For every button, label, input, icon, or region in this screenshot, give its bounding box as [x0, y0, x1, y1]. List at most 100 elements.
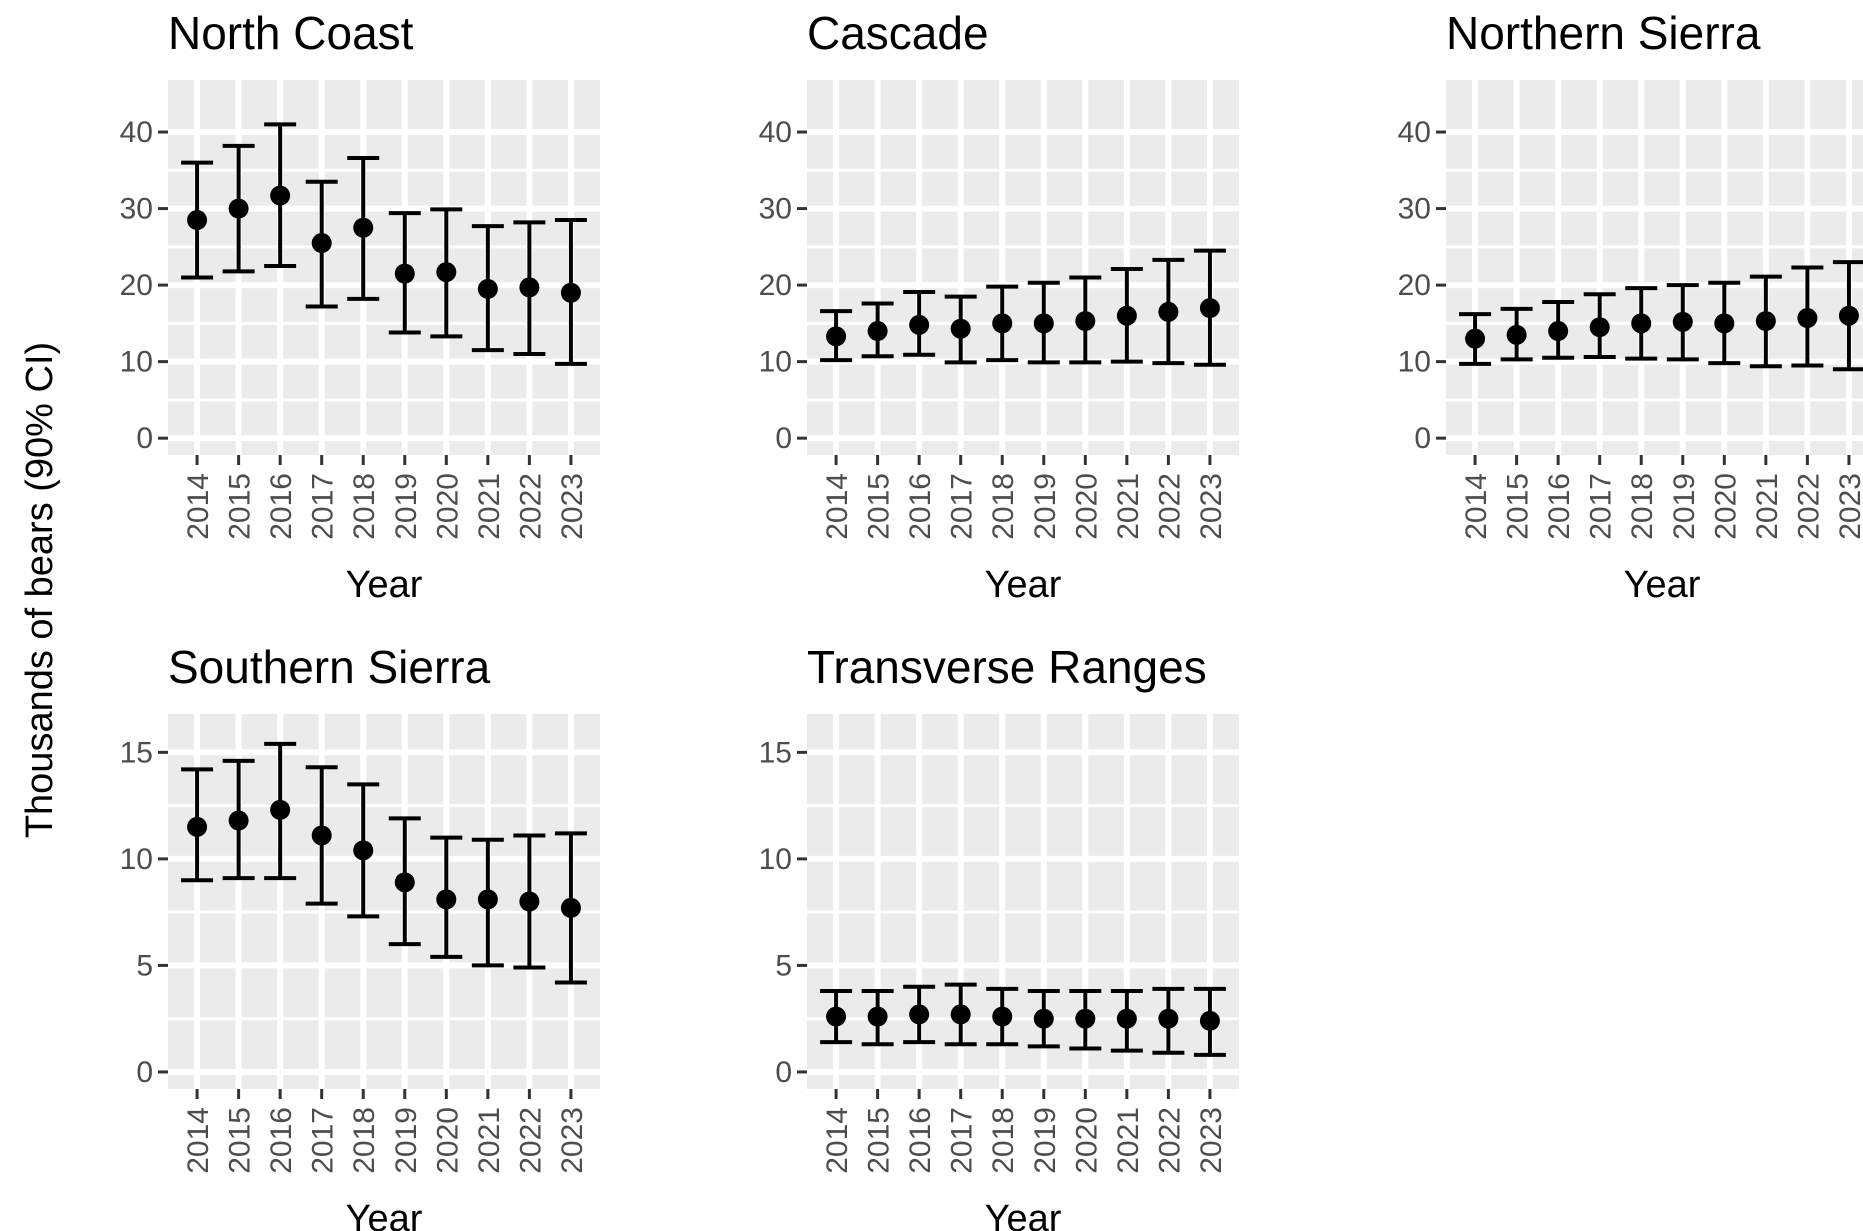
- x-axis-title: Year: [346, 1198, 423, 1231]
- data-point: [353, 840, 374, 861]
- x-tick-label: 2018: [987, 1107, 1020, 1174]
- panel-title: Northern Sierra: [1446, 7, 1761, 59]
- x-tick-label: 2016: [904, 1107, 937, 1174]
- x-tick-label: 2017: [307, 1107, 340, 1174]
- x-tick-label: 2023: [1834, 473, 1863, 540]
- data-point: [1075, 311, 1096, 332]
- x-tick-label: 2019: [1029, 473, 1062, 540]
- y-tick-label: 40: [1398, 116, 1431, 149]
- data-point: [950, 318, 971, 339]
- data-point: [1033, 313, 1054, 334]
- data-point: [992, 313, 1013, 334]
- y-tick-label: 30: [1398, 193, 1431, 226]
- x-tick-label: 2016: [1543, 473, 1576, 540]
- x-tick-label: 2020: [1070, 473, 1103, 540]
- x-tick-label: 2017: [1585, 473, 1618, 540]
- panel-title: Cascade: [807, 7, 989, 59]
- data-point: [1797, 308, 1818, 329]
- data-point: [1199, 298, 1220, 319]
- x-tick-label: 2020: [431, 473, 464, 540]
- data-point: [1548, 321, 1569, 342]
- panel-1: Cascade 0 10 20 30 40 2014 2015 2016 2017 2018 2019…: [759, 7, 1239, 606]
- x-tick-label: 2023: [1195, 473, 1228, 540]
- x-tick-label: 2021: [473, 473, 506, 540]
- data-point: [1465, 328, 1486, 349]
- x-tick-label: 2017: [946, 1107, 979, 1174]
- y-tick-label: 0: [136, 422, 153, 455]
- x-tick-label: 2016: [265, 1107, 298, 1174]
- x-tick-label: 2021: [1751, 473, 1784, 540]
- y-axis-title: Thousands of bears (90% CI): [19, 342, 61, 838]
- x-tick-label: 2018: [1626, 473, 1659, 540]
- data-point: [519, 277, 540, 298]
- x-tick-label: 2022: [1153, 473, 1186, 540]
- data-point: [436, 262, 457, 283]
- data-point: [353, 217, 374, 238]
- x-tick-label: 2022: [1792, 473, 1825, 540]
- y-tick-label: 20: [1398, 269, 1431, 302]
- y-tick-label: 40: [759, 116, 792, 149]
- data-point: [187, 816, 208, 837]
- data-point: [560, 897, 581, 918]
- x-tick-label: 2014: [1460, 473, 1493, 540]
- data-point: [909, 1004, 930, 1025]
- data-point: [1158, 1008, 1179, 1029]
- panel-title: Transverse Ranges: [807, 641, 1207, 693]
- data-point: [1672, 311, 1693, 332]
- data-point: [826, 1006, 847, 1027]
- data-point: [311, 233, 332, 254]
- x-tick-label: 2014: [821, 473, 854, 540]
- y-tick-label: 0: [775, 422, 792, 455]
- x-tick-label: 2021: [1112, 1107, 1145, 1174]
- x-tick-label: 2019: [1029, 1107, 1062, 1174]
- data-point: [477, 278, 498, 299]
- x-tick-label: 2022: [514, 1107, 547, 1174]
- x-tick-label: 2015: [224, 1107, 257, 1174]
- data-point: [992, 1006, 1013, 1027]
- x-axis-title: Year: [985, 1198, 1062, 1231]
- x-tick-label: 2014: [182, 473, 215, 540]
- data-point: [1631, 313, 1652, 334]
- x-tick-label: 2021: [473, 1107, 506, 1174]
- y-tick-label: 10: [1398, 346, 1431, 379]
- y-tick-label: 5: [775, 949, 792, 982]
- y-tick-label: 30: [759, 193, 792, 226]
- x-tick-label: 2023: [556, 1107, 589, 1174]
- y-tick-label: 10: [120, 346, 153, 379]
- data-point: [394, 872, 415, 893]
- data-point: [1158, 301, 1179, 322]
- data-point: [270, 799, 291, 820]
- x-tick-label: 2016: [904, 473, 937, 540]
- data-point: [1589, 317, 1610, 338]
- data-point: [826, 326, 847, 347]
- x-tick-label: 2019: [390, 1107, 423, 1174]
- data-point: [1116, 1008, 1137, 1029]
- x-tick-label: 2021: [1112, 473, 1145, 540]
- x-tick-label: 2017: [307, 473, 340, 540]
- panel-title: North Coast: [168, 7, 414, 59]
- y-tick-label: 10: [759, 843, 792, 876]
- plot-background: [807, 714, 1239, 1089]
- y-tick-label: 40: [120, 116, 153, 149]
- x-tick-label: 2015: [1502, 473, 1535, 540]
- x-tick-label: 2019: [1668, 473, 1701, 540]
- y-tick-label: 0: [1414, 422, 1431, 455]
- data-point: [311, 825, 332, 846]
- y-tick-label: 20: [759, 269, 792, 302]
- x-tick-label: 2020: [1709, 473, 1742, 540]
- y-tick-label: 10: [120, 843, 153, 876]
- data-point: [228, 810, 249, 831]
- data-point: [1506, 324, 1527, 345]
- data-point: [1033, 1008, 1054, 1029]
- y-tick-label: 15: [759, 736, 792, 769]
- x-tick-label: 2022: [1153, 1107, 1186, 1174]
- data-point: [187, 210, 208, 231]
- data-point: [1755, 311, 1776, 332]
- x-tick-label: 2017: [946, 473, 979, 540]
- data-point: [1075, 1008, 1096, 1029]
- x-tick-label: 2018: [987, 473, 1020, 540]
- x-tick-label: 2020: [1070, 1107, 1103, 1174]
- x-tick-label: 2015: [863, 473, 896, 540]
